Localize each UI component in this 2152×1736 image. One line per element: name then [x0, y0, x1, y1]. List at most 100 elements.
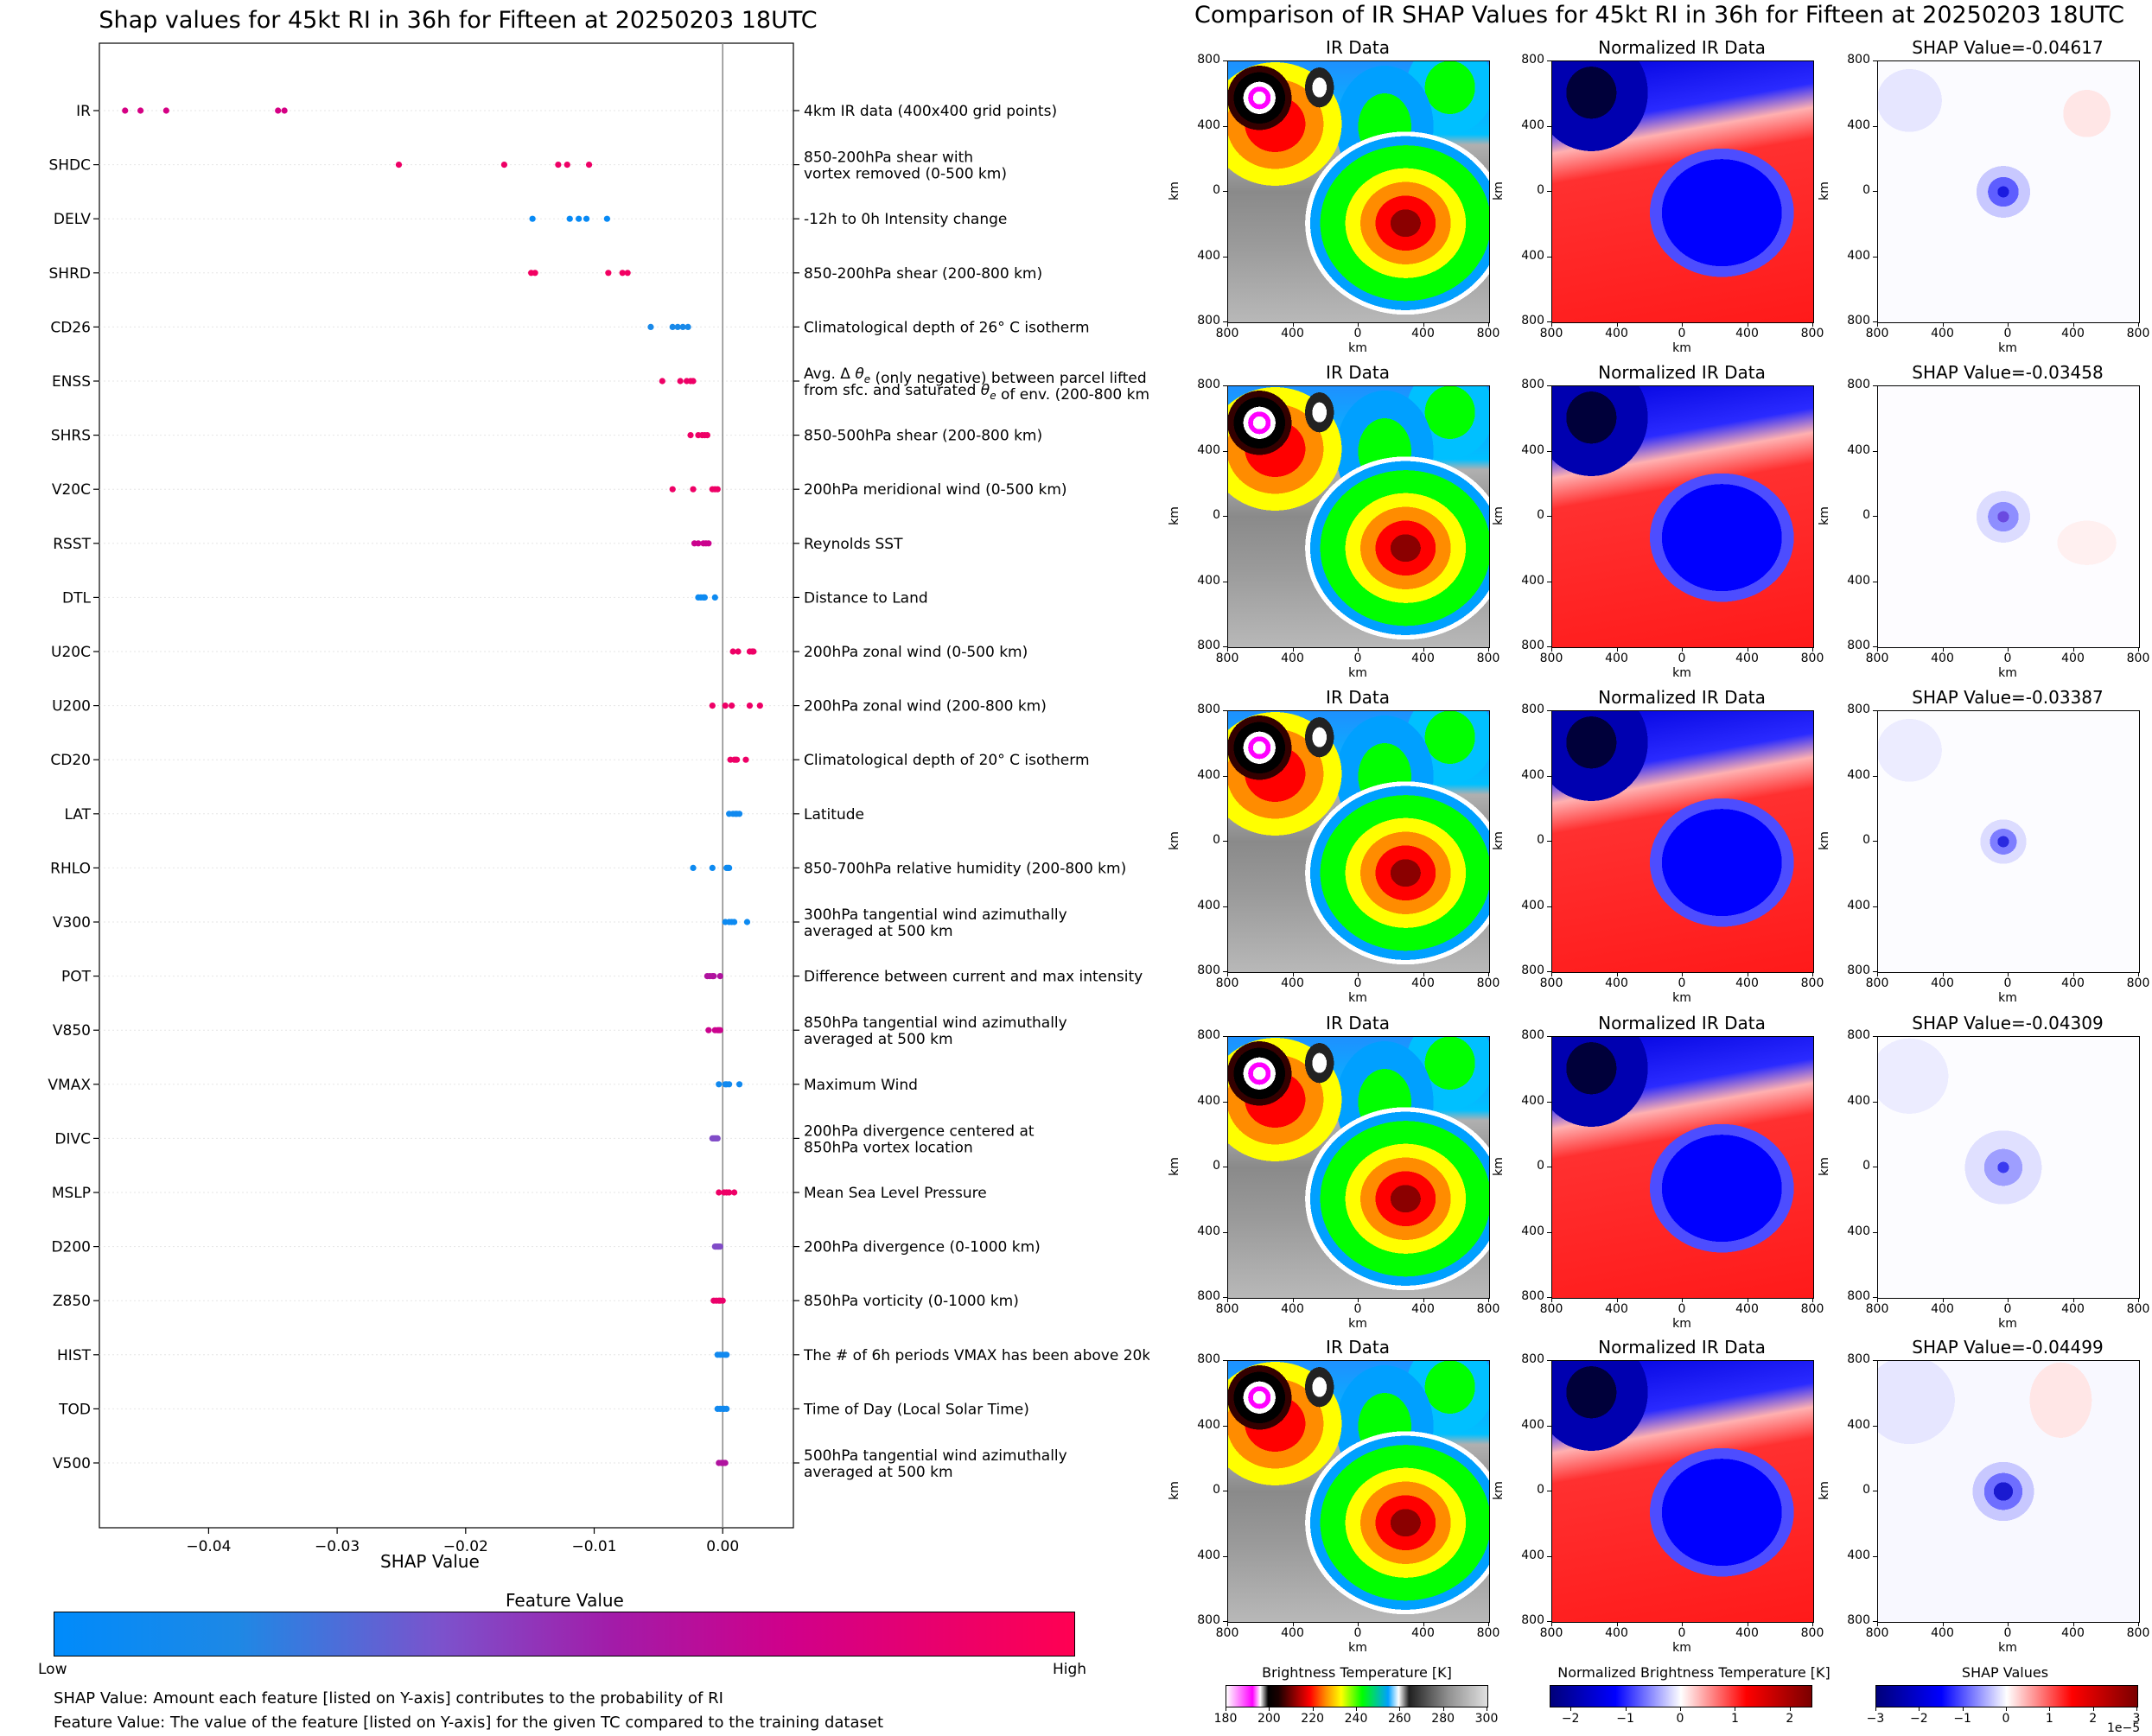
ir-image-panel — [1227, 1036, 1490, 1299]
x-tick-label: 400 — [2061, 976, 2085, 990]
shap-colorbar-tick-label: 2 — [2089, 1712, 2098, 1726]
normalized-panel-title: Normalized IR Data — [1598, 37, 1766, 58]
x-tick-label: 0 — [2003, 976, 2012, 990]
x-tick-mark — [1682, 1622, 1683, 1626]
y-tick-mark — [1547, 1231, 1551, 1233]
x-tick-mark — [1292, 972, 1294, 976]
x-tick-mark — [1551, 647, 1552, 652]
feature-description-label: -12h to 0h Intensity change — [804, 211, 1007, 228]
bt-colorbar-label: Brightness Temperature [K] — [1262, 1664, 1452, 1681]
shap-panel-title: SHAP Value=-0.04309 — [1912, 1013, 2104, 1033]
feature-name-label: MSLP — [52, 1185, 91, 1202]
x-tick-mark — [1812, 322, 1813, 327]
x-tick-mark — [1227, 1298, 1228, 1302]
x-axis-km-label: km — [1998, 1641, 2017, 1655]
x-axis-km-label: km — [1348, 991, 1367, 1005]
shap-point — [603, 215, 610, 222]
shap-map-panel — [1877, 385, 2140, 648]
x-tick-mark — [1292, 1298, 1294, 1302]
normalized-ir-panel — [1551, 60, 1814, 323]
shap-point — [716, 1189, 723, 1196]
y-tick-label: 400 — [1197, 248, 1220, 263]
y-tick-mark — [1223, 60, 1227, 61]
feature-description-label: The # of 6h periods VMAX has been above … — [803, 1347, 1149, 1364]
feature-name-label: SHRS — [51, 428, 91, 445]
shap-point — [566, 215, 573, 222]
shap-colorbar-tick — [2136, 1707, 2137, 1711]
x-tick-label: 800 — [1215, 1302, 1239, 1316]
x-tick-label: 400 — [1735, 652, 1759, 665]
y-tick-mark — [1873, 1297, 1877, 1298]
x-tick-label: 0 — [1353, 327, 1362, 340]
shap-point — [742, 756, 749, 763]
x-tick-mark — [2072, 322, 2074, 327]
y-tick-mark — [1873, 775, 1877, 777]
shap-point — [726, 1081, 733, 1088]
y-tick-label: 800 — [1847, 703, 1870, 716]
y-tick-mark — [1547, 1555, 1551, 1557]
y-tick-label: 400 — [1521, 1417, 1544, 1432]
x-tick-label: 400 — [1411, 652, 1435, 665]
y-tick-label: 800 — [1847, 314, 1870, 327]
shap-point — [729, 648, 736, 655]
y-tick-mark — [1223, 1101, 1227, 1103]
y-tick-label: 0 — [1213, 1159, 1220, 1173]
y-tick-mark — [1547, 125, 1551, 127]
shap-point — [723, 1405, 730, 1412]
feature-description-label: 850-500hPa shear (200-800 km) — [804, 428, 1042, 445]
feature-description-label: 850-200hPa shear (200-800 km) — [804, 265, 1042, 283]
x-axis-km-label: km — [1998, 991, 2017, 1005]
feature-description-label: 300hPa tangential wind azimuthally — [804, 906, 1067, 924]
shap-point — [735, 811, 743, 817]
y-axis-km-label: km — [1817, 506, 1831, 525]
feature-description-label: from sfc. and saturated θe of env. (200-… — [804, 382, 1149, 404]
ir-panel-title: IR Data — [1326, 1337, 1390, 1358]
y-tick-label: 0 — [1862, 1159, 1870, 1173]
shap-point — [137, 107, 144, 114]
y-tick-label: 0 — [1213, 833, 1220, 847]
y-tick-label: 400 — [1197, 898, 1220, 913]
x-tick-mark — [2008, 1622, 2009, 1626]
x-tick-mark — [1682, 322, 1683, 327]
x-tick-label: 800 — [1865, 976, 1889, 990]
x-axis-km-label: km — [1672, 341, 1691, 355]
x-tick-label: 800 — [2126, 327, 2150, 340]
x-tick-mark — [1358, 972, 1359, 976]
x-tick-mark — [1942, 647, 1944, 652]
shap-point — [723, 1351, 730, 1358]
shap-point — [730, 1189, 738, 1196]
y-tick-mark — [1547, 841, 1551, 842]
y-tick-mark — [1547, 450, 1551, 452]
x-tick-label: 800 — [1539, 1302, 1563, 1316]
x-tick-mark — [2008, 322, 2009, 327]
x-tick-label: 400 — [2061, 652, 2085, 665]
shap-colorbar-tick-label: 3 — [2132, 1712, 2141, 1726]
y-axis-km-label: km — [1817, 831, 1831, 850]
x-axis-km-label: km — [1672, 666, 1691, 680]
y-tick-label: 400 — [1847, 1548, 1870, 1562]
y-axis-km-label: km — [1491, 506, 1506, 525]
feature-description-label: Avg. Δ θe (only negative) between parcel… — [804, 366, 1147, 387]
y-tick-label: 800 — [1197, 1028, 1220, 1042]
shap-point — [690, 486, 697, 493]
y-tick-mark — [1873, 125, 1877, 127]
feature-description-label: 200hPa meridional wind (0-500 km) — [804, 481, 1067, 499]
y-tick-label: 800 — [1521, 703, 1544, 716]
x-tick-mark — [1877, 647, 1878, 652]
y-tick-mark — [1547, 1425, 1551, 1427]
feature-name-label: SHRD — [49, 265, 91, 283]
shap-point — [583, 215, 590, 222]
y-tick-label: 800 — [1197, 378, 1220, 391]
x-tick-label: 0 — [1353, 1626, 1362, 1640]
norm-colorbar-tick-label: −1 — [1616, 1712, 1634, 1726]
y-tick-label: 800 — [1847, 53, 1870, 67]
y-tick-label: 800 — [1847, 963, 1870, 977]
feature-description-label: 500hPa tangential wind azimuthally — [804, 1447, 1067, 1465]
feature-description-label: averaged at 500 km — [804, 1031, 953, 1048]
x-tick-mark — [1812, 1298, 1813, 1302]
x-tick-mark — [1488, 322, 1489, 327]
y-tick-mark — [1223, 775, 1227, 777]
feature-name-label: V500 — [53, 1455, 91, 1472]
x-tick-mark — [1551, 972, 1552, 976]
